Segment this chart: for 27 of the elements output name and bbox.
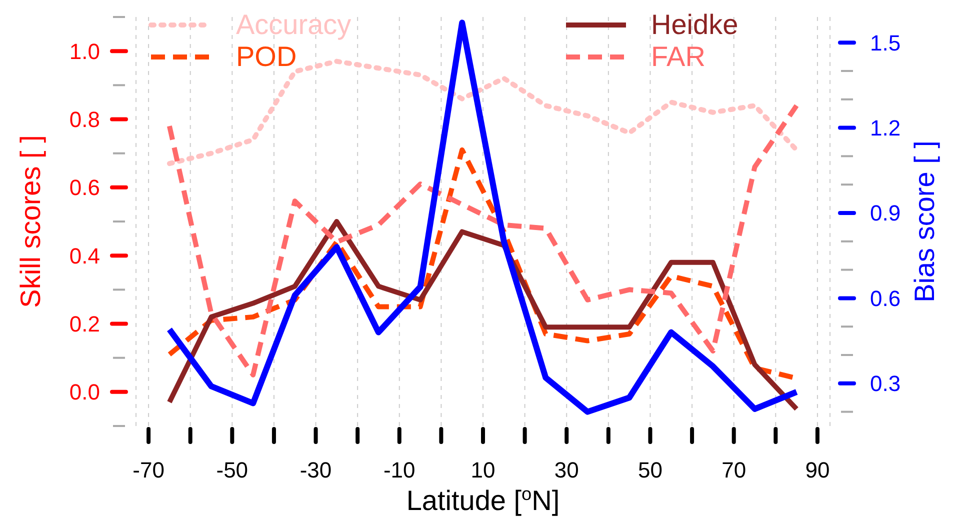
x-axis-title: Latitude [$^{o}$N] [406,484,560,516]
x-tick-label: -70 [132,458,164,483]
text: 0.0 [69,380,100,405]
x-tick-label: 10 [470,458,496,483]
x-tick-label: 90 [805,458,830,483]
legend-label: Accuracy [236,8,352,42]
y-tick-label: 0.8 [69,106,100,132]
legend-label: Heidke [651,8,738,42]
y2-tick-label: 0.3 [870,371,901,396]
y2-tick-label: 0.6 [870,286,901,311]
y2-axis-title: Bias score [ ] [908,140,940,302]
x-tick-label: 50 [638,458,662,483]
y-axis-title: Skill scores [ ] [14,135,46,308]
y-tick-label: 0.2 [69,311,100,336]
x-tick-label: -30 [300,458,332,483]
legend-label: FAR [651,40,706,74]
x-tick-label: -10 [383,458,416,483]
y-tick-label: 0.6 [69,175,100,200]
x-tick-label: -50 [216,458,248,483]
y2-tick-label: 1.5 [870,30,901,56]
y2-tick-label: 0.9 [870,200,901,226]
legend-label: POD [236,40,297,74]
x-tick-label: 70 [722,458,746,483]
y-tick-label: 0.4 [69,243,100,268]
y-tick-label: 1.0 [69,38,100,64]
x-tick-label: 30 [554,458,579,483]
y2-tick-label: 1.2 [870,115,901,140]
